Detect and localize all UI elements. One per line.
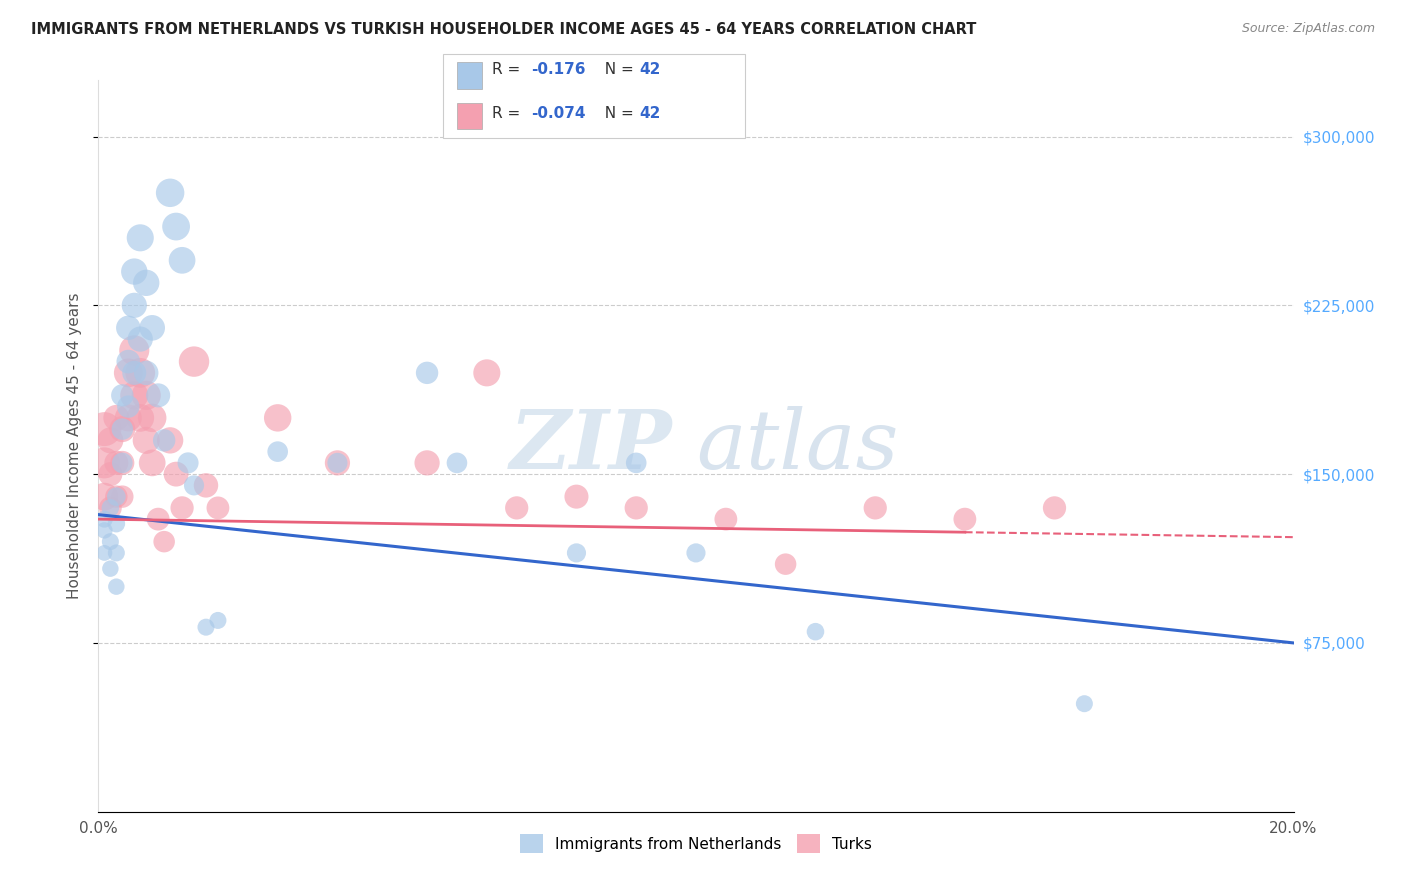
Point bbox=[93, 512, 115, 526]
Point bbox=[183, 354, 205, 368]
Point bbox=[124, 264, 146, 278]
Text: 42: 42 bbox=[640, 106, 661, 120]
Point bbox=[195, 478, 218, 492]
Point bbox=[165, 467, 187, 482]
Point bbox=[105, 516, 128, 531]
Point bbox=[111, 456, 134, 470]
Point bbox=[105, 410, 128, 425]
Point bbox=[117, 410, 139, 425]
Point bbox=[953, 512, 976, 526]
Point bbox=[105, 456, 128, 470]
Text: R =: R = bbox=[492, 62, 530, 77]
Point bbox=[626, 500, 648, 515]
Point bbox=[93, 546, 115, 560]
Point bbox=[93, 456, 115, 470]
Point bbox=[93, 524, 115, 538]
Point bbox=[117, 400, 139, 414]
Point bbox=[714, 512, 737, 526]
Text: IMMIGRANTS FROM NETHERLANDS VS TURKISH HOUSEHOLDER INCOME AGES 45 - 64 YEARS COR: IMMIGRANTS FROM NETHERLANDS VS TURKISH H… bbox=[31, 22, 976, 37]
Point bbox=[124, 366, 146, 380]
Point bbox=[326, 456, 349, 470]
Point bbox=[93, 490, 115, 504]
Point bbox=[105, 490, 128, 504]
Point bbox=[135, 434, 157, 448]
Point bbox=[129, 410, 152, 425]
Point bbox=[141, 410, 163, 425]
Point bbox=[195, 620, 218, 634]
Point bbox=[159, 186, 181, 200]
Point bbox=[135, 276, 157, 290]
Point bbox=[506, 500, 529, 515]
Point bbox=[1043, 500, 1066, 515]
Point bbox=[165, 219, 187, 234]
Text: atlas: atlas bbox=[696, 406, 898, 486]
Point bbox=[124, 298, 146, 312]
Text: -0.074: -0.074 bbox=[531, 106, 586, 120]
Point bbox=[475, 366, 498, 380]
Y-axis label: Householder Income Ages 45 - 64 years: Householder Income Ages 45 - 64 years bbox=[67, 293, 83, 599]
Point bbox=[98, 467, 122, 482]
Point bbox=[111, 456, 134, 470]
Point bbox=[775, 557, 797, 571]
Point bbox=[626, 456, 648, 470]
Point bbox=[207, 614, 229, 628]
Point bbox=[111, 422, 134, 436]
Point bbox=[565, 546, 588, 560]
Point bbox=[565, 490, 588, 504]
Point bbox=[326, 456, 349, 470]
Point bbox=[177, 456, 200, 470]
Point bbox=[135, 388, 157, 402]
Point bbox=[105, 546, 128, 560]
Point bbox=[153, 534, 176, 549]
Point bbox=[98, 500, 122, 515]
Point bbox=[446, 456, 468, 470]
Text: -0.176: -0.176 bbox=[531, 62, 586, 77]
Point bbox=[1073, 697, 1095, 711]
Point bbox=[207, 500, 229, 515]
Point bbox=[148, 512, 170, 526]
Point bbox=[111, 490, 134, 504]
Point bbox=[98, 500, 122, 515]
Point bbox=[135, 366, 157, 380]
Text: R =: R = bbox=[492, 106, 530, 120]
Point bbox=[804, 624, 827, 639]
Point bbox=[129, 366, 152, 380]
Point bbox=[416, 366, 439, 380]
Text: N =: N = bbox=[595, 106, 638, 120]
Point bbox=[124, 343, 146, 358]
Point bbox=[267, 444, 290, 458]
Point bbox=[129, 332, 152, 346]
Point bbox=[267, 410, 290, 425]
Text: 42: 42 bbox=[640, 62, 661, 77]
Text: Source: ZipAtlas.com: Source: ZipAtlas.com bbox=[1241, 22, 1375, 36]
Point bbox=[141, 456, 163, 470]
Point bbox=[685, 546, 707, 560]
Point bbox=[141, 321, 163, 335]
Point bbox=[98, 434, 122, 448]
Point bbox=[172, 500, 194, 515]
Point bbox=[148, 388, 170, 402]
Point bbox=[159, 434, 181, 448]
Point bbox=[172, 253, 194, 268]
Point bbox=[98, 534, 122, 549]
Point bbox=[98, 562, 122, 576]
Text: N =: N = bbox=[595, 62, 638, 77]
Point bbox=[105, 490, 128, 504]
Point bbox=[183, 478, 205, 492]
Point bbox=[111, 388, 134, 402]
Point bbox=[865, 500, 887, 515]
Point bbox=[93, 422, 115, 436]
Point bbox=[129, 231, 152, 245]
Point bbox=[124, 388, 146, 402]
Point bbox=[416, 456, 439, 470]
Point bbox=[153, 434, 176, 448]
Point bbox=[117, 321, 139, 335]
Point bbox=[117, 354, 139, 368]
Point bbox=[105, 580, 128, 594]
Point bbox=[117, 366, 139, 380]
Legend: Immigrants from Netherlands, Turks: Immigrants from Netherlands, Turks bbox=[515, 828, 877, 859]
Text: ZIP: ZIP bbox=[509, 406, 672, 486]
Point bbox=[111, 422, 134, 436]
